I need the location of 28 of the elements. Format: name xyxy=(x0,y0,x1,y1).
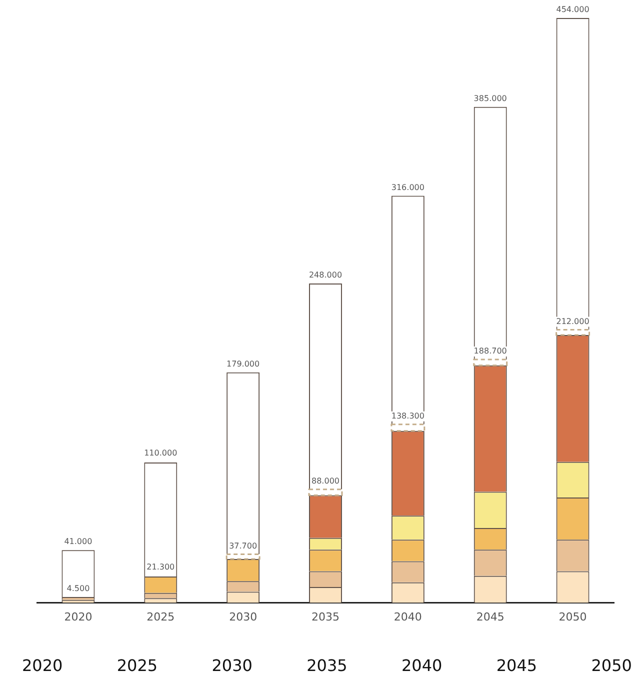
annotation: 454.000 xyxy=(556,5,590,14)
x-tick-label: 2050 xyxy=(558,610,587,624)
annotation: 385.000 xyxy=(474,94,507,103)
annotation: 21.300 xyxy=(146,562,175,572)
x-tick-label: 2025 xyxy=(146,610,175,624)
text: 2040 xyxy=(402,656,442,675)
annotation: 316.000 xyxy=(391,182,424,192)
annotation: 110.000 xyxy=(144,448,178,458)
text: 2035 xyxy=(306,656,348,675)
annotation: 212.000 xyxy=(556,316,590,326)
annotation: 37.700 xyxy=(229,541,258,550)
x-tick-label: 2035 xyxy=(312,610,340,624)
annotation: 138.300 xyxy=(391,412,424,421)
annotation: 4.500 xyxy=(66,584,90,594)
text: 2050 xyxy=(591,656,632,675)
text: 2030 xyxy=(212,656,252,675)
x-tick-label: 2020 xyxy=(64,610,92,624)
annotation: 248.000 xyxy=(308,270,342,280)
x-tick-label: 2040 xyxy=(394,610,422,624)
text: 2020 xyxy=(22,656,63,675)
x-tick-label: 2030 xyxy=(229,610,258,624)
annotation: 41.000 xyxy=(64,537,92,546)
annotation: 179.000 xyxy=(226,359,260,368)
text: 2045 xyxy=(496,656,538,675)
annotation: 88.000 xyxy=(312,476,340,486)
text: 2025 xyxy=(116,656,158,675)
x-tick-label: 2045 xyxy=(476,610,504,624)
annotation: 188.700 xyxy=(474,346,507,356)
